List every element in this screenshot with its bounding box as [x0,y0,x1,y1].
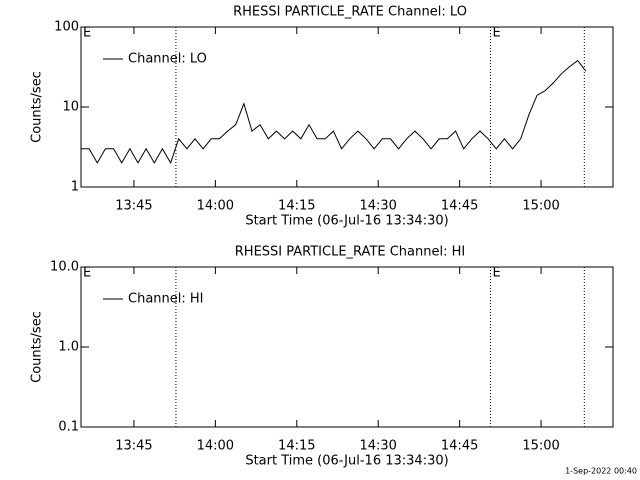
y-tick-label: 1 [71,180,79,195]
x-tick-label: 13:45 [115,199,152,214]
x-axis-label: Start Time (06-Jul-16 13:34:30) [245,454,448,469]
legend-label: Channel: HI [128,292,204,307]
footer-timestamp: 1-Sep-2022 00:40 [565,467,637,476]
y-tick-label: 10 [62,100,79,115]
x-tick-label: 14:30 [359,199,396,214]
x-axis-label: Start Time (06-Jul-16 13:34:30) [245,214,448,229]
y-tick-label: 0.1 [58,420,79,435]
x-tick-label: 14:45 [441,439,478,454]
event-label: E [492,266,500,281]
x-tick-label: 14:45 [441,199,478,214]
event-label: E [492,26,500,41]
x-tick-label: 14:15 [278,199,315,214]
x-tick-label: 14:30 [359,439,396,454]
x-tick-label: 14:15 [278,439,315,454]
chart-title: RHESSI PARTICLE_RATE Channel: LO [233,5,467,20]
y-tick-label: 10.0 [50,260,79,275]
chart-panel: RHESSI PARTICLE_RATE Channel: HI Start Ti… [30,245,614,469]
y-axis-label: Counts/sec [30,311,45,383]
y-axis-label: Counts/sec [30,71,45,143]
x-tick-label: 15:00 [522,439,559,454]
x-tick-label: 14:00 [197,199,234,214]
data-line [81,59,587,165]
chart-panel: RHESSI PARTICLE_RATE Channel: LO Start Ti… [30,5,614,229]
chart-title: RHESSI PARTICLE_RATE Channel: HI [235,245,465,260]
x-tick-label: 13:45 [115,439,152,454]
x-tick-label: 15:00 [522,199,559,214]
y-tick-label: 100 [54,20,79,35]
event-label: E [83,26,91,41]
y-tick-label: 1.0 [58,340,79,355]
event-label: E [83,266,91,281]
legend-label: Channel: LO [128,52,207,67]
x-tick-label: 14:00 [197,439,234,454]
